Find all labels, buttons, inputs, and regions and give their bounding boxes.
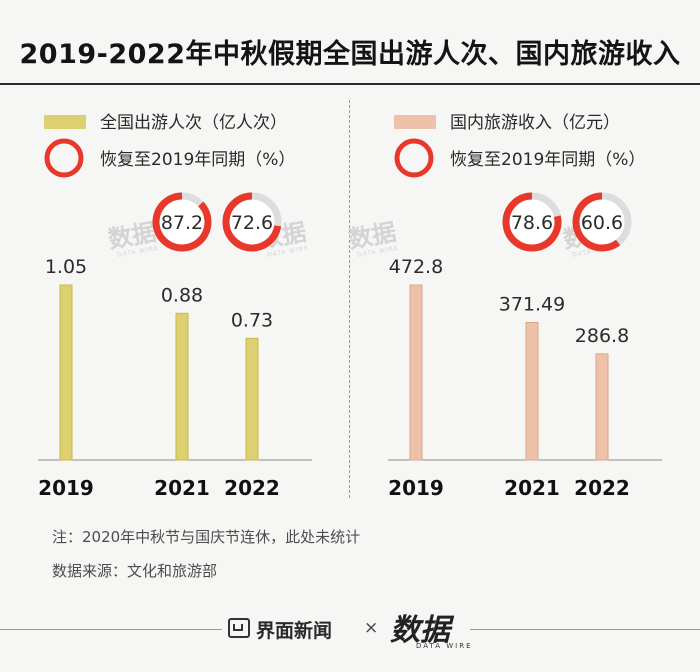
bar: [245, 337, 259, 461]
panel-tourist-trips: 数据 DATA WIRE 数据 DATA WIRE 全国出游人次（亿人次） 恢复至2019…: [38, 113, 312, 500]
value-label: 0.88: [161, 284, 203, 306]
source-text: 数据来源：文化和旅游部: [52, 562, 218, 580]
recovery-ring-arc: [502, 192, 562, 252]
bar: [595, 353, 609, 461]
jiemian-logo-icon: [228, 618, 250, 638]
legend-bar-label: 全国出游人次（亿人次）: [100, 113, 287, 133]
recovery-label: 72.6: [231, 212, 273, 234]
x-tick-label: 2019: [388, 476, 444, 500]
x-tick-label: 2022: [224, 476, 280, 500]
note-text: 注：2020年中秋节与国庆节连休，此处未统计: [52, 528, 361, 546]
bar: [59, 284, 73, 461]
value-label: 286.8: [575, 325, 629, 347]
footer-rule-right: [470, 629, 700, 630]
value-label: 371.49: [499, 293, 565, 315]
panel-divider: [349, 100, 350, 498]
legend-bar-label: 国内旅游收入（亿元）: [450, 113, 620, 133]
brand-separator: ×: [364, 618, 379, 638]
legend-ring-label: 恢复至2019年同期（%）: [100, 150, 295, 170]
legend-bar-swatch: [44, 115, 86, 129]
legend-ring-swatch: [394, 138, 434, 178]
recovery-label: 60.6: [581, 212, 623, 234]
recovery-label: 87.2: [161, 212, 203, 234]
bar: [409, 284, 423, 461]
value-label: 1.05: [45, 256, 87, 278]
x-tick-label: 2021: [154, 476, 210, 500]
legend-ring-swatch: [44, 138, 84, 178]
recovery-ring-arc: [572, 192, 621, 252]
datawire-logo-text: 数据: [390, 613, 455, 646]
legend-bar-swatch: [394, 115, 436, 129]
recovery-ring-arc: [222, 192, 282, 252]
chart-title: 2019-2022年中秋假期全国出游人次、国内旅游收入: [19, 39, 681, 70]
recovery-label: 78.6: [511, 212, 553, 234]
x-tick-label: 2021: [504, 476, 560, 500]
datawire-logo: 数据: [390, 613, 455, 646]
bar: [175, 312, 189, 461]
legend-ring-label: 恢复至2019年同期（%）: [450, 150, 645, 170]
footer-rule-left: [0, 629, 222, 630]
brand-name: 界面新闻: [256, 620, 333, 642]
footer: 界面新闻 × 数据 DATA WIRE: [0, 612, 700, 650]
value-label: 472.8: [389, 256, 443, 278]
title-underline: [0, 83, 700, 85]
x-tick-label: 2022: [574, 476, 630, 500]
bar: [525, 321, 539, 461]
x-tick-label: 2019: [38, 476, 94, 500]
value-label: 0.73: [231, 309, 273, 331]
recovery-ring-arc: [152, 192, 212, 252]
datawire-logo-sub: DATA WIRE: [416, 642, 473, 650]
